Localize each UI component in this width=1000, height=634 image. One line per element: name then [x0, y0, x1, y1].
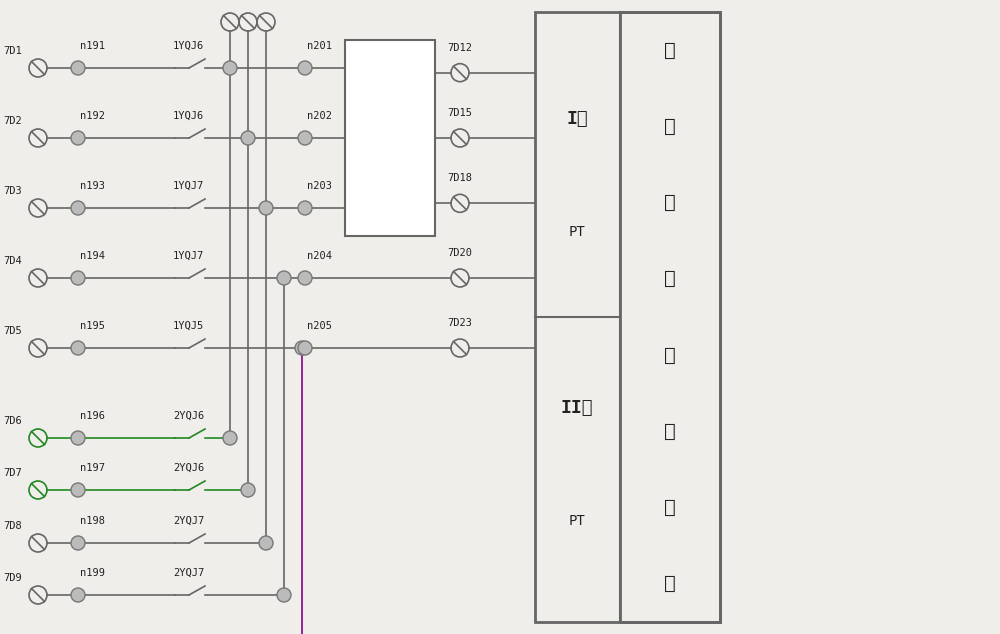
Text: 7D14: 7D14: [236, 0, 260, 2]
Circle shape: [71, 536, 85, 550]
Text: 7D20: 7D20: [448, 248, 473, 258]
Text: 2: 2: [414, 68, 420, 78]
Text: 1YQJ6: 1YQJ6: [173, 111, 204, 121]
Text: 7D4: 7D4: [4, 256, 22, 266]
Text: 路: 路: [664, 574, 676, 593]
Text: 7D2: 7D2: [4, 116, 22, 126]
Text: 7D7: 7D7: [4, 468, 22, 478]
Text: n205: n205: [307, 321, 332, 331]
Text: 回: 回: [664, 498, 676, 517]
Circle shape: [223, 61, 237, 75]
Text: 7D12: 7D12: [448, 42, 473, 53]
Circle shape: [259, 201, 273, 215]
Text: 1YQJ7: 1YQJ7: [173, 181, 204, 191]
Text: 4: 4: [414, 133, 420, 143]
Text: n201: n201: [307, 41, 332, 51]
Text: n204: n204: [307, 251, 332, 261]
Text: 1: 1: [369, 68, 375, 78]
Text: 换: 换: [664, 422, 676, 441]
Text: PT: PT: [569, 514, 585, 528]
Text: 5: 5: [369, 198, 375, 209]
Text: PT: PT: [569, 224, 585, 238]
Text: 7D11: 7D11: [218, 0, 242, 2]
Text: 3: 3: [369, 133, 375, 143]
Text: 1YQJ5: 1YQJ5: [173, 321, 204, 331]
Text: 7D5: 7D5: [4, 326, 22, 336]
Circle shape: [298, 341, 312, 355]
Text: 7D3: 7D3: [4, 186, 22, 196]
Bar: [535, 12, 720, 622]
Circle shape: [71, 483, 85, 497]
Circle shape: [259, 536, 273, 550]
Text: 7D9: 7D9: [4, 573, 22, 583]
Text: n197: n197: [80, 463, 105, 473]
Text: n195: n195: [80, 321, 105, 331]
Text: 7D15: 7D15: [448, 108, 473, 118]
Text: n191: n191: [80, 41, 105, 51]
Circle shape: [71, 61, 85, 75]
Text: 7D8: 7D8: [4, 521, 22, 531]
Circle shape: [71, 271, 85, 285]
Text: 7D23: 7D23: [448, 318, 473, 328]
Circle shape: [277, 588, 291, 602]
Text: n193: n193: [80, 181, 105, 191]
Circle shape: [71, 201, 85, 215]
Text: 6: 6: [414, 198, 420, 209]
Bar: [345, 40, 435, 236]
Circle shape: [277, 271, 291, 285]
Circle shape: [241, 483, 255, 497]
Circle shape: [295, 341, 309, 355]
Text: 2YQJ6: 2YQJ6: [173, 411, 204, 421]
Text: 2KK: 2KK: [406, 131, 428, 145]
Text: n198: n198: [80, 516, 105, 526]
Text: 交: 交: [664, 41, 676, 60]
Text: 2YQJ6: 2YQJ6: [173, 463, 204, 473]
Text: 电: 电: [664, 193, 676, 212]
Circle shape: [223, 431, 237, 445]
Text: n202: n202: [307, 111, 332, 121]
Text: 7D17: 7D17: [254, 0, 278, 2]
Text: n192: n192: [80, 111, 105, 121]
Circle shape: [298, 131, 312, 145]
Circle shape: [71, 588, 85, 602]
Text: 7D1: 7D1: [4, 46, 22, 56]
Text: n199: n199: [80, 568, 105, 578]
Text: 2YQJ7: 2YQJ7: [173, 516, 204, 526]
Text: n196: n196: [80, 411, 105, 421]
Text: 切: 切: [664, 346, 676, 365]
Text: 2YQJ7: 2YQJ7: [173, 568, 204, 578]
Circle shape: [71, 431, 85, 445]
Text: 7D6: 7D6: [4, 416, 22, 426]
Circle shape: [298, 61, 312, 75]
Text: 1YQJ6: 1YQJ6: [173, 41, 204, 51]
Text: n203: n203: [307, 181, 332, 191]
Circle shape: [71, 341, 85, 355]
Circle shape: [298, 271, 312, 285]
Circle shape: [298, 201, 312, 215]
Text: 1YQJ7: 1YQJ7: [173, 251, 204, 261]
Text: 流: 流: [664, 117, 676, 136]
Circle shape: [71, 131, 85, 145]
Text: II母: II母: [561, 399, 593, 418]
Text: 压: 压: [664, 269, 676, 288]
Text: n194: n194: [80, 251, 105, 261]
Text: 7D18: 7D18: [448, 173, 473, 183]
Bar: [620, 12, 720, 622]
Circle shape: [241, 131, 255, 145]
Text: I母: I母: [566, 110, 588, 127]
